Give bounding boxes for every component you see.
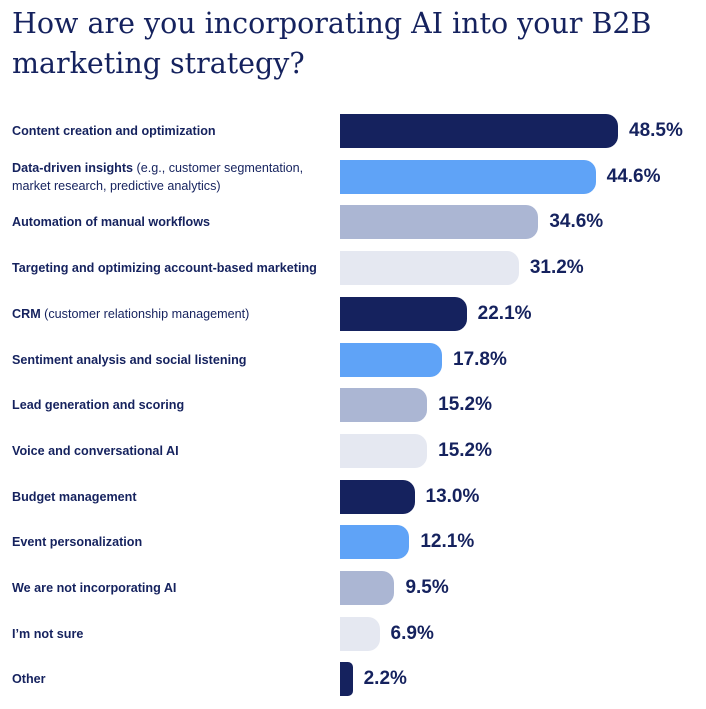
value-label: 9.5% [405,577,449,598]
value-label: 15.2% [438,394,492,416]
value-label: 12.1% [420,531,475,553]
category-label: Budget management [12,480,337,514]
bar [340,251,519,286]
category-label-bold: CRM [12,306,41,321]
category-label-bold: Event personalization [12,535,143,550]
category-label: Lead generation and scoring [12,388,337,422]
category-label: Data-driven insights (e.g., customer seg… [12,160,337,194]
category-label-bold: Automation of manual workflows [12,215,211,230]
category-label: Targeting and optimizing account-based m… [12,251,337,285]
category-label-bold: Targeting and optimizing account-based m… [12,261,317,276]
bar [340,205,539,240]
category-label: CRM (customer relationship management) [12,297,337,331]
bar [340,616,380,651]
bar [340,296,467,331]
bar [340,479,415,514]
value-label: 2.2% [363,668,407,690]
category-label-bold: Voice and conversational AI [12,443,179,458]
value-label: 44.6% [606,165,661,187]
category-label-bold: I’m not sure [12,626,84,641]
value-label: 15.2% [438,439,492,461]
category-label-bold: Other [12,672,46,687]
chart-title: How are you incorporating AI into your B… [12,7,652,80]
category-label-bold: Lead generation and scoring [12,398,185,413]
category-label-bold: Data-driven insights [12,160,134,175]
bar [340,114,618,148]
value-label: 31.2% [529,257,584,279]
category-label-bold: Sentiment analysis and social listening [12,352,247,367]
value-label: 34.6% [549,211,604,233]
category-label: Other [12,662,337,696]
bar [340,571,395,605]
category-label-bold: We are not incorporating AI [12,581,177,595]
value-label: 13.0% [425,485,480,507]
bar [340,388,428,423]
category-label: We are not incorporating AI [12,571,337,605]
category-label-detail: (customer relationship management) [40,306,250,321]
category-label: Automation of manual workflows [12,205,337,239]
bar [340,342,443,377]
value-label: 17.8% [453,348,507,370]
category-label-bold: Budget management [12,489,137,504]
category-label: Event personalization [12,525,337,559]
bar [340,662,353,697]
category-label: Sentiment analysis and social listening [12,343,337,377]
bar [340,525,410,560]
value-label: 22.1% [477,302,532,324]
category-label-bold: Content creation and optimization [12,124,216,138]
value-label: 48.5% [629,120,683,141]
category-label: I’m not sure [12,617,337,651]
category-label: Voice and conversational AI [12,434,337,468]
bar [340,159,596,194]
category-label-detail: (e.g., customer segmentation, market res… [12,160,304,193]
bar [340,433,428,468]
value-label: 6.9% [390,622,434,644]
category-label: Content creation and optimization [12,114,337,148]
